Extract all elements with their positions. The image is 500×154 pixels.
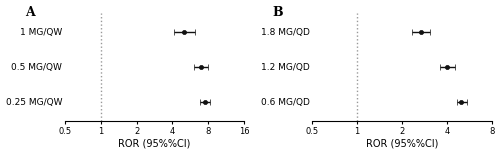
X-axis label: ROR (95%%CI): ROR (95%%CI)	[366, 138, 438, 148]
Text: A: A	[26, 6, 35, 19]
Text: B: B	[273, 6, 283, 19]
X-axis label: ROR (95%%CI): ROR (95%%CI)	[118, 138, 190, 148]
